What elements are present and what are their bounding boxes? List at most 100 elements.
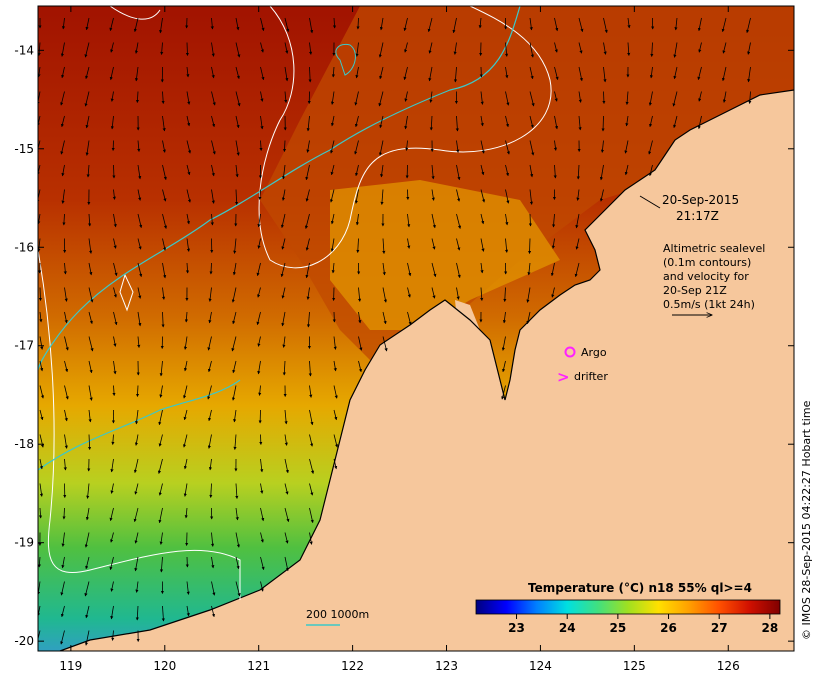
velocity-arrow (186, 189, 191, 203)
velocity-arrow (186, 213, 190, 225)
velocity-arrow (554, 115, 559, 130)
velocity-arrow (235, 532, 240, 548)
x-axis: 119 120 121 122 123 124 125 126 (59, 6, 740, 673)
velocity-arrow (309, 434, 314, 447)
velocity-arrow (162, 189, 167, 202)
velocity-arrow (478, 17, 482, 29)
velocity-arrow (211, 164, 215, 177)
velocity-arrow (84, 42, 90, 58)
velocity-arrow (648, 91, 653, 106)
velocity-arrow (137, 140, 141, 153)
velocity-arrow (235, 507, 239, 521)
velocity-arrow (207, 385, 212, 400)
velocity-arrow (331, 262, 335, 274)
velocity-arrow (235, 115, 240, 129)
velocity-arrow (85, 605, 90, 619)
velocity-arrow (284, 409, 288, 425)
velocity-arrow (505, 140, 510, 155)
velocity-arrow (134, 483, 139, 495)
velocity-arrow (380, 164, 384, 178)
velocity-arrow (649, 66, 654, 79)
velocity-arrow (578, 66, 583, 82)
velocity-arrow (672, 91, 678, 107)
velocity-arrow (137, 189, 142, 201)
velocity-arrow (64, 287, 68, 302)
velocity-arrow (456, 164, 461, 181)
velocity-arrow (161, 605, 165, 622)
velocity-arrow (209, 483, 213, 499)
velocity-arrow (137, 262, 143, 278)
velocity-arrow (698, 42, 702, 53)
velocity-arrow (38, 507, 43, 519)
velocity-arrow (404, 115, 408, 130)
velocity-arrow (109, 556, 114, 571)
velocity-arrow (674, 17, 678, 31)
velocity-arrow (260, 42, 264, 53)
velocity-arrow (529, 66, 534, 80)
velocity-arrow (456, 238, 461, 251)
velocity-arrow (260, 458, 264, 473)
velocity-arrow (88, 385, 93, 401)
velocity-arrow (407, 262, 412, 277)
velocity-arrow (305, 189, 310, 202)
velocity-arrow (601, 115, 605, 132)
velocity-arrow (159, 532, 163, 545)
velocity-arrow (64, 434, 68, 449)
velocity-arrow (110, 91, 114, 102)
drifter-label: drifter (574, 370, 608, 383)
velocity-arrow (306, 311, 311, 328)
velocity-arrow (355, 164, 359, 177)
velocity-arrow (306, 287, 310, 300)
altimetric-label-5: 0.5m/s (1kt 24h) (663, 298, 755, 311)
velocity-arrow (259, 140, 263, 152)
y-axis: -14 -15 -16 -17 -18 -19 -20 (14, 43, 794, 648)
velocity-arrow (60, 140, 65, 155)
velocity-arrow (38, 189, 41, 203)
x-tick-label: 123 (435, 659, 458, 673)
velocity-arrow (480, 115, 484, 127)
velocity-arrow (208, 409, 212, 422)
velocity-arrow (431, 213, 436, 229)
velocity-arrow (284, 434, 288, 446)
velocity-arrow (257, 213, 261, 228)
velocity-arrow (599, 189, 604, 202)
velocity-arrow (185, 262, 190, 274)
velocity-arrow (505, 66, 509, 79)
velocity-arrow (158, 409, 163, 426)
velocity-arrow (232, 262, 237, 276)
argo-label: Argo (581, 346, 607, 359)
velocity-arrow (186, 66, 190, 78)
colorbar-title: Temperature (°C) n18 55% ql>=4 (528, 581, 752, 595)
velocity-arrow (309, 458, 315, 475)
velocity-arrow (38, 556, 42, 568)
velocity-arrow (603, 66, 607, 83)
velocity-arrow (211, 556, 215, 569)
velocity-arrow (575, 213, 580, 229)
velocity-arrow (137, 287, 142, 299)
velocity-arrow (405, 140, 409, 151)
velocity-arrow (379, 115, 384, 129)
velocity-arrow (85, 66, 90, 80)
velocity-arrow (358, 336, 363, 351)
velocity-arrow (208, 287, 212, 302)
velocity-arrow (64, 311, 68, 324)
velocity-arrow (207, 336, 212, 351)
velocity-arrow (110, 458, 114, 473)
velocity-arrow (88, 311, 93, 325)
velocity-arrow (382, 287, 387, 303)
velocity-arrow (61, 17, 66, 30)
velocity-arrow (60, 42, 65, 57)
coastline (59, 89, 794, 651)
velocity-arrow (39, 483, 44, 497)
velocity-arrow (88, 213, 92, 227)
velocity-arrow (431, 262, 437, 278)
velocity-arrow (232, 360, 237, 374)
velocity-arrow (84, 532, 90, 548)
velocity-arrow (625, 91, 629, 106)
velocity-arrow (574, 262, 580, 278)
velocity-arrow (650, 42, 654, 58)
isobath-legend-label: 200 1000m (306, 608, 369, 621)
velocity-arrow (260, 91, 264, 102)
velocity-arrow (305, 238, 310, 251)
